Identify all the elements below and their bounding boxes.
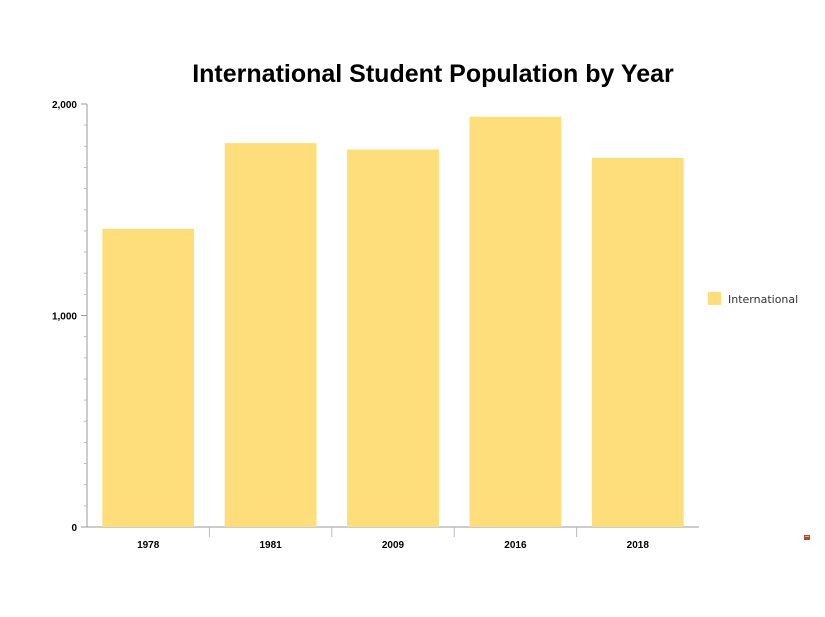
export-icon[interactable] xyxy=(804,535,810,540)
x-tick-label: 1981 xyxy=(259,540,282,551)
x-tick-label: 2016 xyxy=(504,540,527,551)
y-tick-label: 1,000 xyxy=(52,312,77,323)
bar-2016 xyxy=(469,116,562,527)
legend: International xyxy=(708,292,798,306)
bar-1978 xyxy=(102,228,195,527)
bar-2018 xyxy=(591,157,684,527)
legend-label: International xyxy=(728,293,798,306)
legend-swatch xyxy=(708,292,721,305)
chart-title: International Student Population by Year xyxy=(192,60,674,88)
bar-2009 xyxy=(347,149,439,527)
bars-group xyxy=(102,116,684,527)
x-tick-label: 1978 xyxy=(137,540,160,551)
x-tick-label: 2018 xyxy=(627,540,650,551)
bar-1981 xyxy=(224,143,317,527)
x-tick-label: 2009 xyxy=(382,540,405,551)
y-tick-label: 0 xyxy=(71,523,77,534)
y-tick-label: 2,000 xyxy=(52,100,77,111)
x-axis: 1978 1981 2009 2016 2018 xyxy=(87,526,699,551)
y-axis: 0 1,000 2,000 xyxy=(52,100,88,534)
